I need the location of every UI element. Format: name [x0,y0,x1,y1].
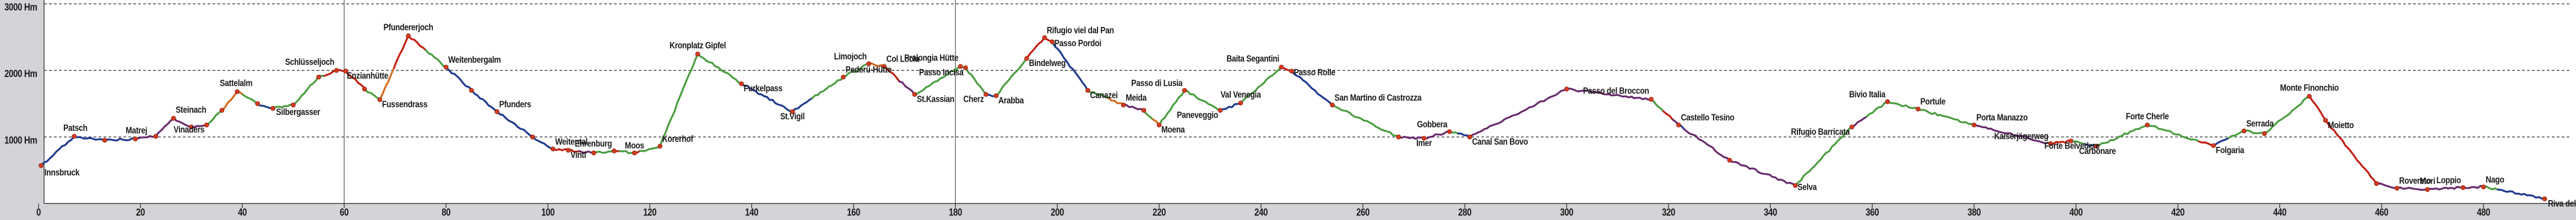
svg-text:Riva del Garda: Riva del Garda [2548,199,2576,209]
svg-text:Weitenbergalm: Weitenbergalm [448,55,501,65]
svg-text:0: 0 [36,207,41,218]
svg-text:Fussendrass: Fussendrass [382,100,427,110]
svg-text:Canazei: Canazei [1090,90,1118,101]
svg-text:80: 80 [442,207,450,218]
svg-text:340: 340 [1764,207,1777,218]
svg-text:120: 120 [643,207,656,218]
svg-text:Matrej: Matrej [126,125,147,136]
svg-text:Moena: Moena [1161,125,1185,135]
svg-text:Moos: Moos [625,141,644,151]
svg-text:Passo Rolle: Passo Rolle [1294,68,1336,78]
svg-text:Forte Cherle: Forte Cherle [2126,112,2169,122]
svg-text:Carbonare: Carbonare [2079,146,2116,157]
svg-text:Limojoch: Limojoch [834,52,867,62]
svg-text:Paneveggio: Paneveggio [1177,110,1218,120]
svg-text:Imer: Imer [1416,138,1432,148]
svg-text:Steinach: Steinach [176,105,206,116]
svg-text:Val Venegia: Val Venegia [1220,90,1261,100]
svg-text:Gobbera: Gobbera [1417,119,1448,130]
svg-text:Enzianhütte: Enzianhütte [347,71,389,81]
svg-text:Folgaria: Folgaria [2216,145,2245,156]
svg-text:100: 100 [541,207,555,218]
svg-text:Castello Tesino: Castello Tesino [1681,113,1735,123]
svg-text:San Martino di Castrozza: San Martino di Castrozza [1335,93,1422,103]
svg-text:Korerhof: Korerhof [662,134,694,145]
svg-text:480: 480 [2477,207,2490,218]
svg-text:3000 Hm: 3000 Hm [4,2,37,13]
svg-text:140: 140 [745,207,758,218]
svg-text:200: 200 [1051,207,1064,218]
svg-text:Bindelweg: Bindelweg [1029,58,1066,69]
svg-text:Canal San Bovo: Canal San Bovo [1472,137,1528,147]
svg-text:Vintl: Vintl [570,150,586,161]
svg-text:Cherz: Cherz [963,94,984,105]
svg-text:160: 160 [847,207,860,218]
svg-text:180: 180 [949,207,962,218]
svg-text:Ehrenburg: Ehrenburg [575,139,612,149]
svg-text:Pfundererjoch: Pfundererjoch [383,23,433,33]
svg-text:240: 240 [1254,207,1268,218]
svg-text:Pfunders: Pfunders [499,100,531,110]
svg-text:260: 260 [1356,207,1369,218]
svg-text:Portule: Portule [1920,97,1945,107]
svg-text:Monte Finonchio: Monte Finonchio [2280,83,2338,94]
svg-text:Passo Incisa: Passo Incisa [919,68,964,78]
svg-text:Vinaders: Vinaders [173,125,204,135]
svg-text:Porta Manazzo: Porta Manazzo [1976,113,2028,123]
svg-text:Furkelpass: Furkelpass [744,84,782,94]
svg-text:420: 420 [2171,207,2184,218]
svg-text:Selva: Selva [1797,182,1817,193]
svg-text:Bivio Italia: Bivio Italia [1849,90,1885,100]
svg-text:St.Kassian: St.Kassian [917,94,954,105]
svg-text:Schlüsseljoch: Schlüsseljoch [285,57,334,68]
svg-text:60: 60 [340,207,349,218]
svg-text:St.Vigil: St.Vigil [780,112,805,122]
svg-text:Rifugio Barricata: Rifugio Barricata [1791,127,1850,138]
svg-text:Loppio: Loppio [2437,175,2461,186]
svg-text:Passo del Broccon: Passo del Broccon [1583,86,1649,96]
svg-text:Serrada: Serrada [2246,119,2274,129]
svg-text:Innsbruck: Innsbruck [45,168,80,178]
svg-text:300: 300 [1560,207,1573,218]
svg-text:Mori: Mori [2420,176,2435,186]
svg-text:1000 Hm: 1000 Hm [4,135,37,146]
svg-text:380: 380 [1968,207,1981,218]
svg-text:40: 40 [238,207,247,218]
svg-text:Meida: Meida [1126,93,1146,103]
svg-text:Kronplatz Gipfel: Kronplatz Gipfel [670,41,726,51]
svg-text:360: 360 [1866,207,1879,218]
svg-text:Moietto: Moietto [2328,120,2354,131]
svg-text:280: 280 [1458,207,1471,218]
svg-text:Baita Segantini: Baita Segantini [1226,54,1279,64]
svg-text:460: 460 [2375,207,2388,218]
svg-text:Sattelalm: Sattelalm [220,78,252,89]
svg-text:440: 440 [2273,207,2286,218]
svg-text:400: 400 [2069,207,2083,218]
svg-text:Silbergasser: Silbergasser [276,107,320,118]
svg-text:2000 Hm: 2000 Hm [4,68,37,80]
svg-text:Pederü-Hütte: Pederü-Hütte [846,65,892,75]
svg-text:Patsch: Patsch [63,123,88,134]
svg-text:Passo di Lusia: Passo di Lusia [1131,78,1183,89]
svg-text:Kaiserjägerweg: Kaiserjägerweg [1994,131,2048,142]
svg-text:Arabba: Arabba [998,96,1024,106]
svg-text:20: 20 [136,207,145,218]
svg-text:Nago: Nago [2486,175,2504,185]
svg-text:Pralongia Hütte: Pralongia Hütte [904,53,959,63]
svg-text:Rifugio viel dal Pan: Rifugio viel dal Pan [1047,25,1114,36]
svg-text:320: 320 [1662,207,1675,218]
svg-text:220: 220 [1153,207,1166,218]
svg-text:Passo Pordoi: Passo Pordoi [1055,38,1101,49]
